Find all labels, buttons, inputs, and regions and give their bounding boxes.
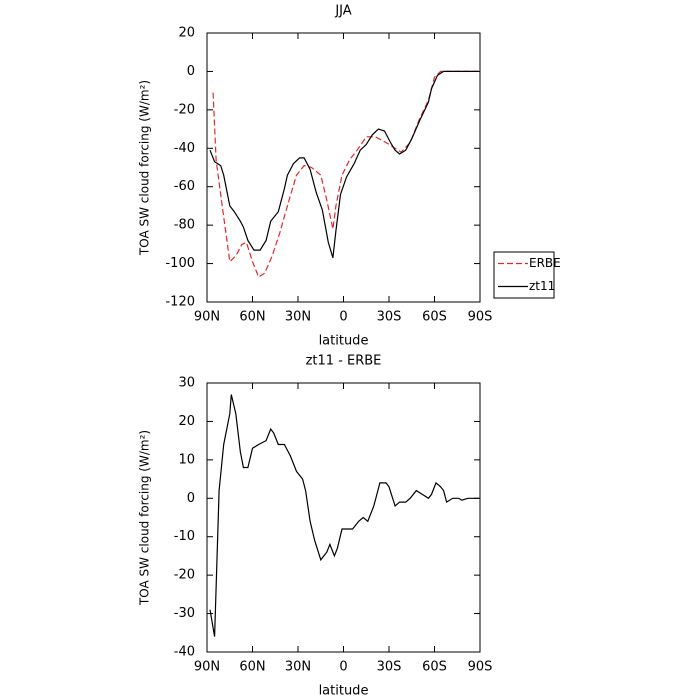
legend-box [493,251,555,299]
y-tick-label: -120 [165,295,195,310]
x-tick-label: 90N [194,660,220,675]
y-tick-label: -40 [174,141,195,156]
plot-frame [206,382,481,653]
y-tick-label: -10 [174,529,195,544]
y-tick-label: -80 [174,218,195,233]
legend-label: ERBE [529,256,561,270]
y-tick-label: 30 [178,376,195,391]
x-tick-label: 30S [377,660,402,675]
y-tick-label: 20 [178,26,195,41]
y-tick-label: -30 [174,606,195,621]
x-tick-label: 60N [239,660,265,675]
x-tick-label: 0 [339,660,347,675]
x-tick-label: 30N [285,310,311,325]
x-tick-label: 90S [468,660,493,675]
y-tick-label: -100 [165,256,195,271]
data-line [212,70,479,278]
chart-title: JJA [334,4,351,19]
legend-label: zt11 [529,279,555,293]
y-tick-label: 10 [178,452,195,467]
y-tick-label: -20 [174,568,195,583]
y-axis-label: TOA SW cloud forcing (W/m²) [138,430,152,606]
x-tick-label: 60N [239,310,265,325]
x-tick-label: 60S [422,310,447,325]
y-tick-label: -20 [174,102,195,117]
x-tick-label: 30N [285,660,311,675]
y-tick-label: 0 [187,491,195,506]
y-tick-label: -40 [174,645,195,660]
y-tick-label: 20 [178,414,195,429]
x-tick-label: 90S [468,310,493,325]
x-axis-label: latitude [319,684,369,699]
y-tick-label: -60 [174,179,195,194]
x-axis-label: latitude [319,334,369,349]
x-tick-label: 90N [194,310,220,325]
x-tick-label: 60S [422,660,447,675]
chart-title: zt11 - ERBE [306,354,382,369]
x-tick-label: 0 [339,310,347,325]
data-line [209,70,479,258]
y-tick-label: 0 [187,64,195,79]
y-axis-label: TOA SW cloud forcing (W/m²) [138,80,152,256]
x-tick-label: 30S [377,310,402,325]
data-line [209,394,480,637]
